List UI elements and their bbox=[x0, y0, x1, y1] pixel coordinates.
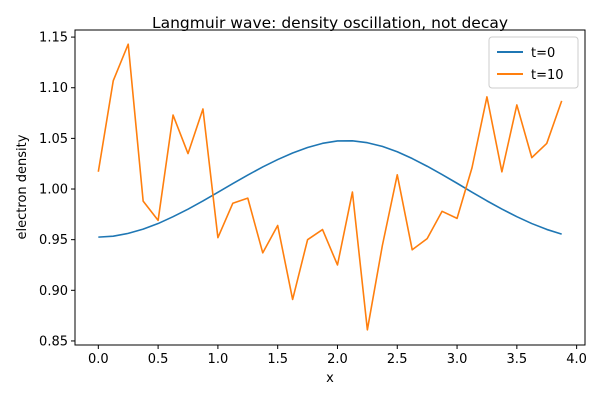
y-tick-label: 0.95 bbox=[39, 233, 68, 248]
plot-area bbox=[97, 43, 563, 331]
series-line-t10 bbox=[97, 43, 563, 331]
y-tick-label: 1.05 bbox=[39, 132, 68, 147]
series-line-t0 bbox=[98, 140, 562, 238]
x-tick-label: 0.5 bbox=[148, 352, 169, 367]
y-axis: 0.85 0.90 0.95 1.00 1.05 1.10 1.15 bbox=[39, 31, 75, 349]
y-tick-label: 1.10 bbox=[39, 81, 68, 96]
x-tick-label: 1.0 bbox=[208, 352, 229, 367]
x-axis-label: x bbox=[326, 371, 334, 386]
y-tick-label: 1.15 bbox=[39, 31, 68, 46]
x-tick-label: 2.0 bbox=[327, 352, 348, 367]
chart-title: Langmuir wave: density oscillation, not … bbox=[152, 14, 508, 32]
legend-box bbox=[488, 36, 579, 89]
legend: t=0 t=10 bbox=[488, 36, 579, 89]
legend-label-t10: t=10 bbox=[531, 68, 564, 83]
y-tick-label: 1.00 bbox=[39, 183, 68, 198]
x-tick-label: 3.0 bbox=[447, 352, 468, 367]
x-axis: 0.0 0.5 1.0 1.5 2.0 2.5 3.0 3.5 4.0 bbox=[88, 345, 587, 367]
y-axis-label: electron density bbox=[15, 134, 30, 239]
x-tick-label: 1.5 bbox=[267, 352, 288, 367]
x-tick-label: 4.0 bbox=[566, 352, 587, 367]
x-tick-label: 0.0 bbox=[88, 352, 109, 367]
legend-label-t0: t=0 bbox=[531, 46, 555, 61]
y-tick-label: 0.90 bbox=[39, 284, 68, 299]
x-tick-label: 2.5 bbox=[387, 352, 408, 367]
x-tick-label: 3.5 bbox=[506, 352, 527, 367]
axes-frame bbox=[74, 29, 586, 346]
y-tick-label: 0.85 bbox=[39, 334, 68, 349]
